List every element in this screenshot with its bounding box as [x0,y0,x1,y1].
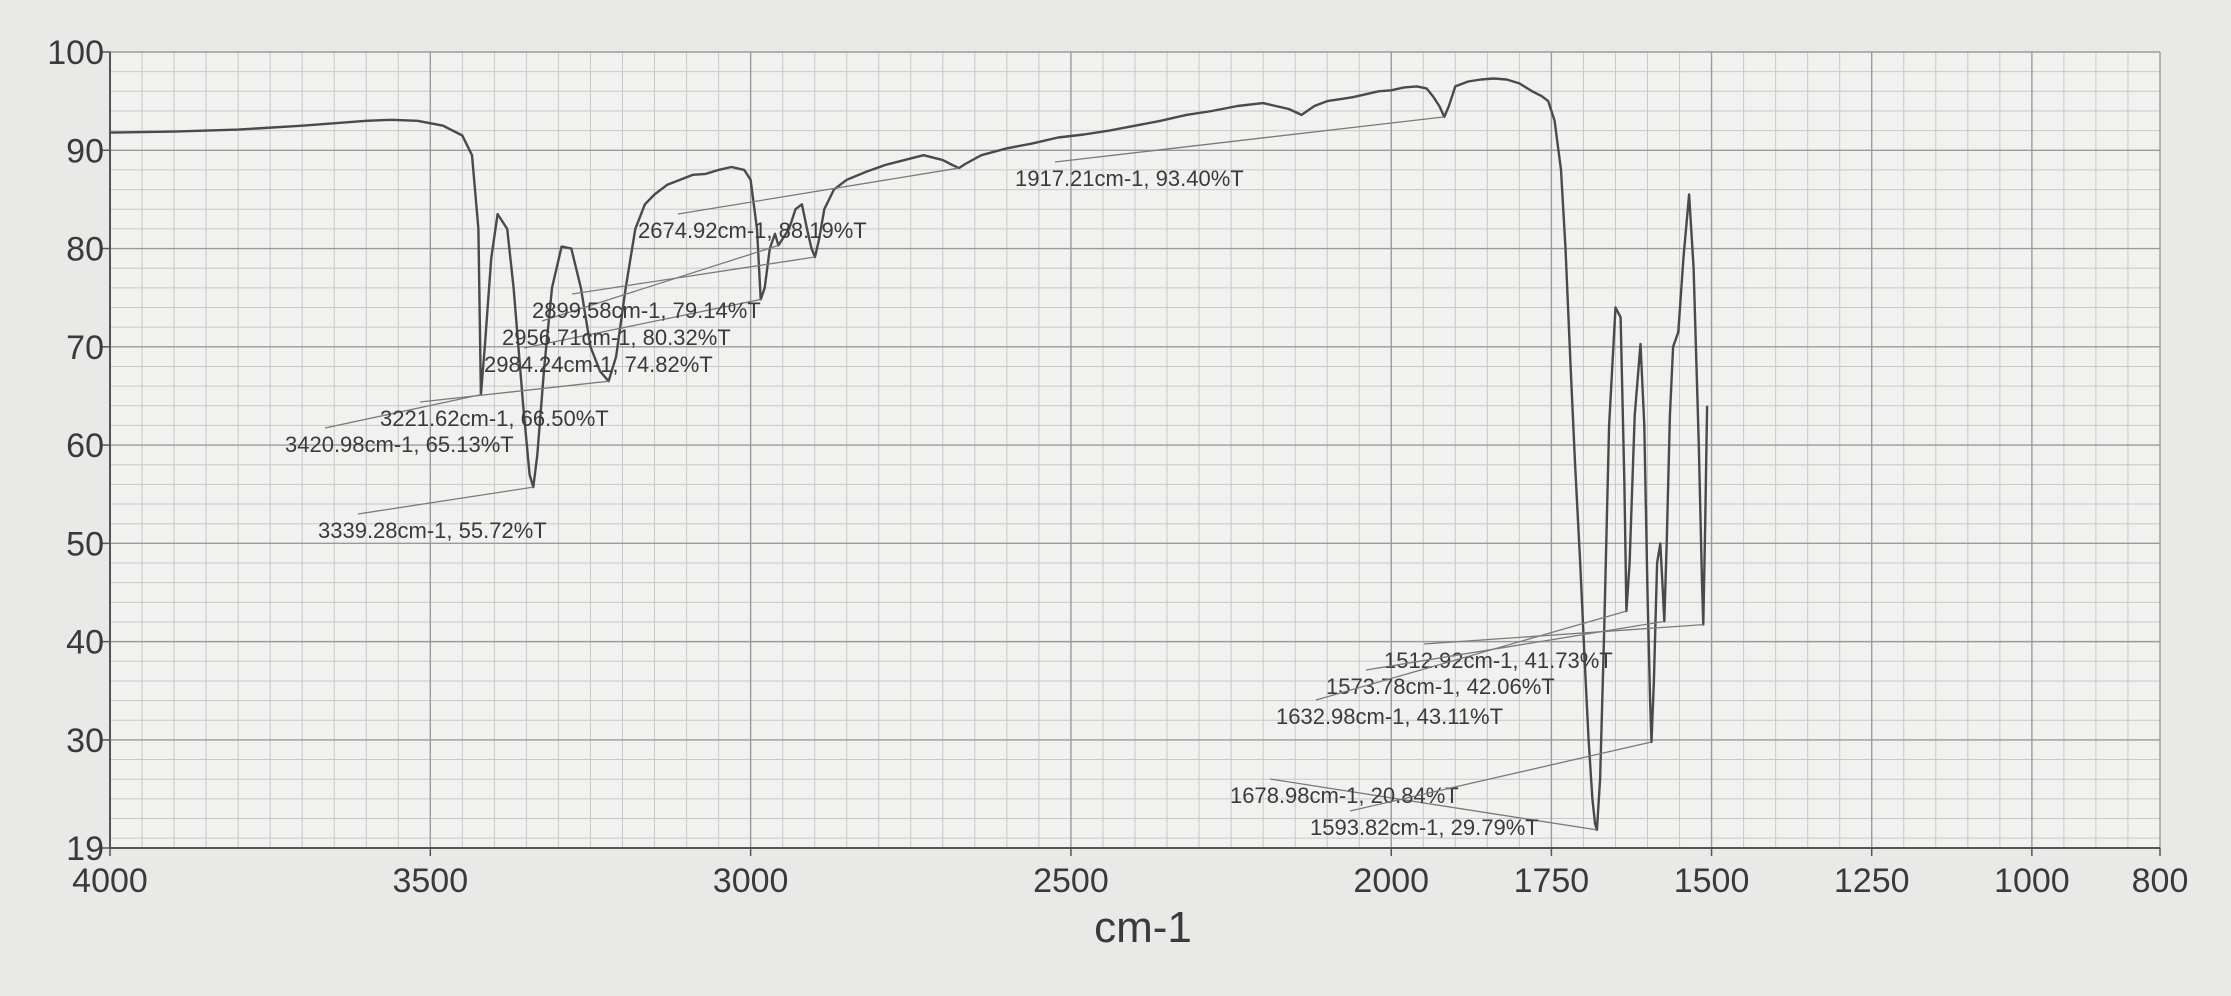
x-tick-label: 4000 [72,862,148,900]
annotation-leader-line [1349,741,1652,812]
x-tick-label: 2500 [1033,862,1109,900]
annotation-leader-line [1365,620,1665,671]
x-tick-label: 800 [2132,862,2189,900]
annotation-leader-line [1423,623,1704,645]
y-tick-label: 40 [66,624,104,662]
annotation-leader-line [677,167,959,215]
annotation-label: 2899.58cm-1, 79.14%T [532,298,761,323]
annotation-leader-line [324,394,482,429]
annotation-leader-line [1054,116,1445,163]
series-layer [109,77,1709,832]
axes [109,52,2160,849]
annotation-label: 2674.92cm-1, 88.19%T [638,218,867,243]
annotation-leader-line [357,486,534,515]
y-tick-label: 60 [66,427,104,465]
y-tick-label: 90 [66,132,104,170]
annotation-label: 1512.92cm-1, 41.73%T [1384,648,1613,673]
annotation-label: 1632.98cm-1, 43.11%T [1276,704,1503,729]
annotation-leader-line [1269,778,1598,831]
annotation-leader-line [1315,610,1627,701]
y-tick-label: 30 [66,722,104,760]
y-tick-labels: 19 30 40 50 60 70 80 90 100 [47,34,110,868]
annotation-leader-line [419,380,609,403]
peak-annotations: 3420.98cm-1, 65.13%T 3339.28cm-1, 55.72%T… [285,116,1704,840]
annotation-label: 3339.28cm-1, 55.72%T [318,518,547,543]
x-axis-label: cm-1 [1094,903,1192,952]
annotation-leader-line [541,244,779,322]
annotation-label: 3420.98cm-1, 65.13%T [285,432,514,457]
x-tick-label: 3500 [392,862,468,900]
annotation-label: 1917.21cm-1, 93.40%T [1015,166,1244,191]
annotation-leader-line [571,256,816,295]
x-tick-labels: 4000 3500 3000 2500 2000 1750 1500 1250 1000 800 [72,848,2188,900]
grid-minor [110,52,2160,848]
annotation-label: 2956.71cm-1, 80.32%T [502,325,731,350]
x-tick-label: 3000 [713,862,789,900]
annotation-label: 3221.62cm-1, 66.50%T [380,406,609,431]
annotation-label: 1573.78cm-1, 42.06%T [1326,674,1555,699]
x-tick-label: 2000 [1353,862,1429,900]
x-tick-label: 1250 [1834,862,1910,900]
x-tick-label: 1000 [1994,862,2070,900]
spectrum-series-line [109,77,1709,832]
y-tick-label: 70 [66,329,104,367]
annotation-label: 2984.24cm-1, 74.82%T [484,352,713,377]
x-tick-label: 1750 [1514,862,1590,900]
annotation-leader-line [523,298,761,349]
y-tick-label: 19 [66,830,104,868]
y-tick-label: 80 [66,231,104,269]
y-tick-label: 100 [47,34,104,72]
y-tick-label: 50 [66,525,104,563]
x-tick-label: 1500 [1674,862,1750,900]
annotation-label: 1593.82cm-1, 29.79%T [1310,815,1539,840]
annotation-label: 1678.98cm-1, 20.84%T [1230,783,1459,808]
